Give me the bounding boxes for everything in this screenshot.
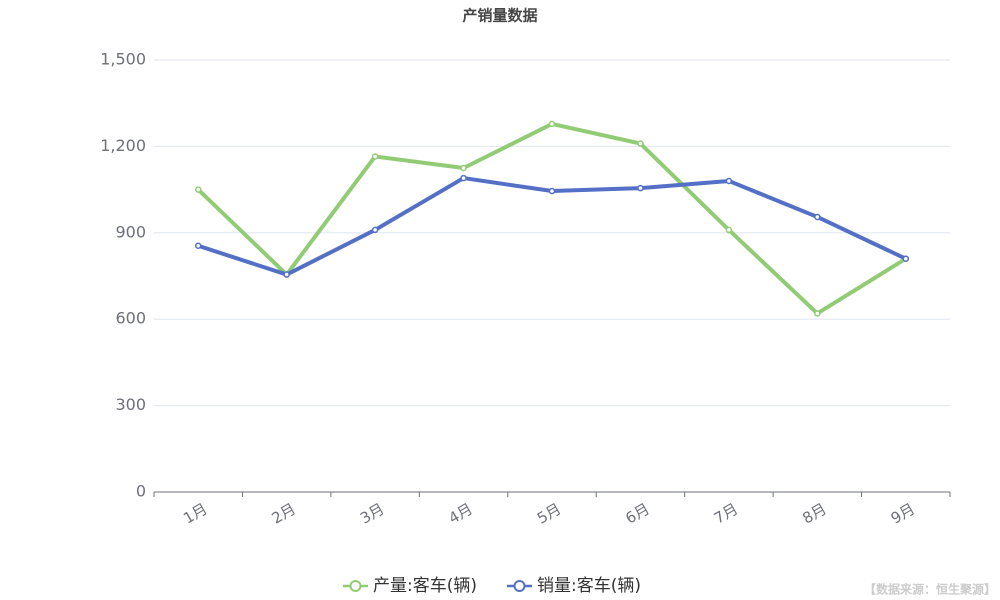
data-point	[194, 186, 202, 193]
x-tick-label: 2月	[269, 500, 299, 528]
legend-item: 销量:客车(辆)	[507, 576, 641, 596]
x-tick-label: 6月	[622, 500, 652, 528]
source-note: 【数据来源：恒生聚源】	[864, 582, 996, 597]
x-tick-label: 3月	[357, 500, 387, 528]
data-point	[814, 213, 821, 221]
data-point	[460, 164, 467, 172]
x-tick-label: 7月	[711, 500, 741, 528]
legend-item: 产量:客车(辆)	[343, 576, 477, 596]
y-tick-label: 600	[115, 309, 146, 328]
y-tick-label: 1,200	[100, 136, 146, 155]
y-tick-label: 900	[115, 222, 146, 241]
x-tick-label: 8月	[799, 500, 829, 528]
data-point	[194, 242, 202, 250]
y-tick-label: 1,500	[100, 50, 146, 69]
data-point	[902, 255, 910, 262]
x-tick-label: 4月	[446, 500, 476, 528]
x-tick-label: 9月	[888, 500, 918, 528]
data-point	[371, 226, 379, 234]
legend-label: 销量:客车(辆)	[537, 576, 641, 596]
data-point	[283, 271, 290, 278]
x-tick-label: 5月	[534, 500, 564, 528]
legend-label: 产量:客车(辆)	[373, 576, 477, 596]
data-point	[548, 120, 556, 128]
data-point	[637, 184, 644, 192]
data-point	[814, 310, 821, 317]
chart-title: 产销量数据	[462, 7, 537, 25]
data-point	[548, 187, 556, 195]
data-point	[725, 177, 733, 185]
legend-swatch-marker	[513, 580, 526, 592]
y-tick-label: 300	[115, 395, 146, 414]
legend-swatch-marker	[349, 580, 362, 592]
data-point	[725, 226, 733, 234]
y-tick-label: 0	[136, 482, 146, 501]
data-point	[460, 174, 467, 182]
data-point	[371, 153, 379, 160]
series-line	[196, 121, 907, 316]
data-point	[637, 140, 644, 147]
x-tick-label: 1月	[180, 500, 210, 528]
